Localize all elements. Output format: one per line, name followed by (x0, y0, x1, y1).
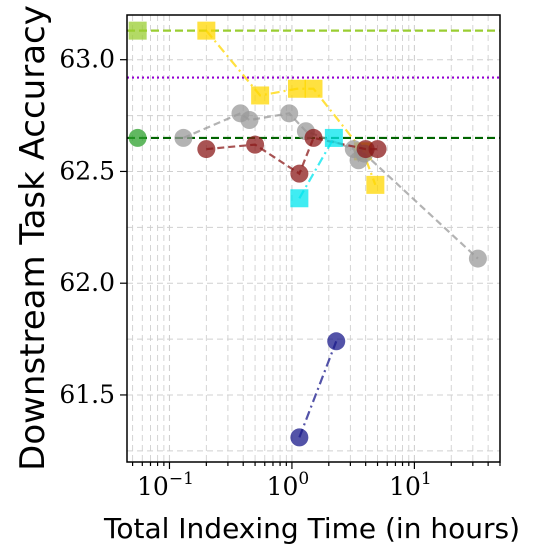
series-4-point (468, 249, 487, 268)
series-6-point (324, 128, 343, 147)
series-layer (128, 21, 487, 447)
series-5-point (246, 135, 265, 154)
series-2-point (128, 128, 147, 147)
series-5-point (197, 140, 216, 159)
tick-layer: 10−1 100 101 61.5 62.0 62.5 63.0 (59, 45, 501, 501)
x-tick-label: 100 (267, 469, 310, 501)
series-3-point (288, 79, 307, 98)
series-7-line (298, 340, 338, 438)
series-6 (290, 128, 343, 208)
series-4-point (240, 111, 259, 130)
series-5 (197, 128, 387, 183)
series-2 (128, 128, 147, 147)
series-5-point (304, 128, 323, 147)
series-3-point (366, 175, 385, 194)
x-tick-label: 101 (389, 469, 432, 501)
grid-layer (127, 15, 501, 462)
series-6-point (290, 189, 309, 208)
y-tick-label: 62.5 (59, 156, 115, 185)
y-tick-label: 63.0 (59, 45, 115, 74)
series-4-point (174, 128, 193, 147)
x-tick-label: 10−1 (137, 469, 194, 501)
series-3-point (251, 86, 270, 105)
series-7-point (290, 428, 309, 447)
series-4-point (280, 104, 299, 123)
series-1 (128, 21, 147, 40)
series-7 (290, 332, 346, 447)
series-5-point (290, 164, 309, 183)
series-6-line (298, 137, 335, 199)
series-3-point (304, 79, 323, 98)
series-4 (174, 104, 487, 268)
y-axis-label: Downstream Task Accuracy (13, 5, 53, 471)
series-5-line (206, 136, 378, 176)
series-5-point (368, 140, 387, 159)
series-7-point (327, 332, 346, 351)
y-tick-label: 61.5 (59, 380, 115, 409)
series-3-point (197, 21, 216, 40)
plot-frame (126, 14, 501, 463)
y-tick-label: 62.0 (59, 268, 115, 297)
series-1-point (128, 21, 147, 40)
x-axis-label: Total Indexing Time (in hours) (103, 512, 520, 545)
